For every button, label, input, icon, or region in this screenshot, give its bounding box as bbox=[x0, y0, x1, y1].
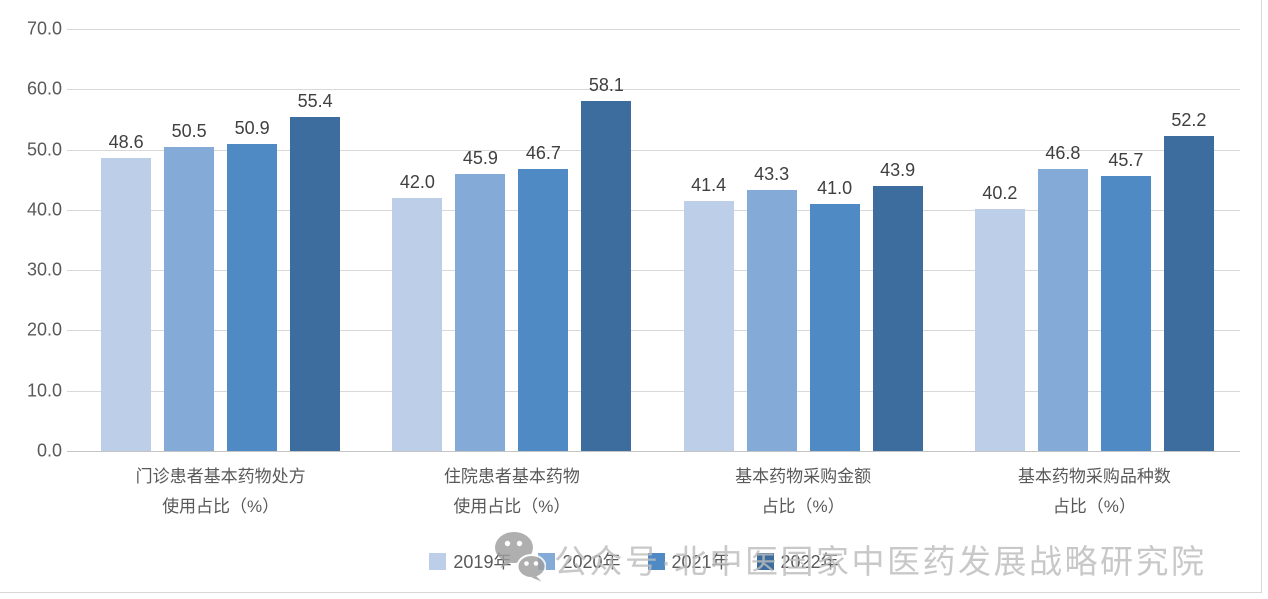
bar-2019年-c1: 42.0 bbox=[392, 172, 443, 451]
legend-label: 2019年 bbox=[453, 552, 512, 572]
legend-swatch bbox=[756, 552, 774, 570]
gridline bbox=[67, 209, 1240, 211]
bar-2019年-c2: 41.4 bbox=[683, 175, 734, 451]
gridline bbox=[67, 451, 1240, 452]
ytick-label: 40.0 bbox=[26, 199, 62, 220]
bar-value-label: 50.9 bbox=[234, 118, 270, 139]
bar-2020年-c1: 45.9 bbox=[455, 148, 506, 451]
bar-value-label: 46.8 bbox=[1045, 142, 1081, 163]
bar-2022年-c2: 43.9 bbox=[872, 160, 923, 451]
bar-value-label: 45.7 bbox=[1108, 149, 1144, 170]
bar-2021年-c2: 41.0 bbox=[809, 178, 860, 451]
ytick-label: 70.0 bbox=[26, 18, 62, 39]
legend-label: 2022年 bbox=[780, 552, 839, 572]
bar-value-label: 50.5 bbox=[171, 120, 207, 141]
bar-value-label: 46.7 bbox=[525, 143, 561, 164]
legend-item-2021年: 2021年 bbox=[647, 548, 730, 574]
bar-value-label: 41.4 bbox=[691, 175, 727, 196]
gridline bbox=[67, 29, 1240, 30]
bar-2020年-c0: 50.5 bbox=[164, 121, 215, 451]
ytick-label: 10.0 bbox=[26, 380, 62, 401]
legend-swatch bbox=[647, 552, 665, 570]
ytick-label: 60.0 bbox=[26, 78, 62, 99]
bar-group-1: 42.0 45.9 46.7 58.1 bbox=[366, 29, 657, 451]
legend-swatch bbox=[429, 552, 447, 570]
bar-2022年-c1: 58.1 bbox=[581, 75, 632, 451]
bar-2021年-c3: 45.7 bbox=[1100, 150, 1151, 451]
bar-value-label: 41.0 bbox=[817, 177, 853, 198]
bar-2022年-c0: 55.4 bbox=[290, 91, 341, 451]
bar-value-label: 52.2 bbox=[1171, 110, 1207, 131]
ytick-label: 50.0 bbox=[26, 139, 62, 160]
bar-2022年-c3: 52.2 bbox=[1163, 110, 1214, 451]
bar-value-label: 48.6 bbox=[108, 132, 144, 153]
legend-item-2019年: 2019年 bbox=[429, 548, 511, 574]
x-axis: 门诊患者基本药物处方 使用占比（%） 住院患者基本药物 使用占比（%） 基本药物采购… bbox=[75, 462, 1240, 522]
ytick-label: 30.0 bbox=[26, 259, 62, 280]
bar-value-label: 45.9 bbox=[462, 148, 498, 169]
gridline bbox=[67, 390, 1240, 392]
y-axis: 70.0 60.0 50.0 40.0 30.0 20.0 10.0 0.0 bbox=[0, 19, 62, 461]
bar-value-label: 40.2 bbox=[982, 182, 1018, 203]
category-label-2: 基本药物采购金额 占比（%） bbox=[735, 467, 872, 516]
bar-2020年-c2: 43.3 bbox=[746, 164, 797, 451]
legend-label: 2021年 bbox=[671, 552, 730, 572]
bar-value-label: 43.9 bbox=[880, 160, 916, 181]
legend-item-2022年: 2022年 bbox=[756, 548, 839, 574]
bar-value-label: 58.1 bbox=[588, 74, 624, 95]
bar-group-2: 41.4 43.3 41.0 43.9 bbox=[658, 29, 949, 451]
bar-2021年-c1: 46.7 bbox=[518, 143, 569, 451]
gridline bbox=[67, 149, 1240, 151]
bar-2020年-c3: 46.8 bbox=[1037, 143, 1088, 451]
category-label-1: 住院患者基本药物 使用占比（%） bbox=[443, 467, 580, 516]
bar-group-3: 40.2 46.8 45.7 52.2 bbox=[949, 29, 1240, 451]
category-label-0: 门诊患者基本药物处方 使用占比（%） bbox=[135, 467, 306, 516]
legend-item-2020年: 2020年 bbox=[538, 548, 621, 574]
bar-2019年-c0: 48.6 bbox=[101, 132, 152, 451]
legend: 2019年 2020年 2021年 2022年 bbox=[0, 548, 1268, 574]
plot-area: 48.6 50.5 50.9 55.4 42.0 45.9 46.7 58.1 41.4 43.3… bbox=[67, 29, 1240, 452]
gridline bbox=[67, 89, 1240, 91]
bar-value-label: 42.0 bbox=[399, 171, 435, 192]
bar-2021年-c0: 50.9 bbox=[227, 118, 278, 451]
bar-value-label: 43.3 bbox=[754, 163, 790, 184]
legend-label: 2020年 bbox=[562, 552, 621, 572]
bar-group-0: 48.6 50.5 50.9 55.4 bbox=[75, 29, 366, 451]
category-label-3: 基本药物采购品种数 占比（%） bbox=[1017, 467, 1171, 516]
legend-swatch bbox=[538, 552, 556, 570]
gridline bbox=[67, 270, 1240, 272]
ytick-label: 0.0 bbox=[36, 440, 62, 461]
bars-layer: 48.6 50.5 50.9 55.4 42.0 45.9 46.7 58.1 41.4 43.3… bbox=[75, 29, 1240, 451]
bar-value-label: 55.4 bbox=[297, 91, 333, 112]
bar-2019年-c3: 40.2 bbox=[974, 183, 1025, 451]
ytick-label: 20.0 bbox=[26, 319, 62, 340]
gridline bbox=[67, 330, 1240, 332]
